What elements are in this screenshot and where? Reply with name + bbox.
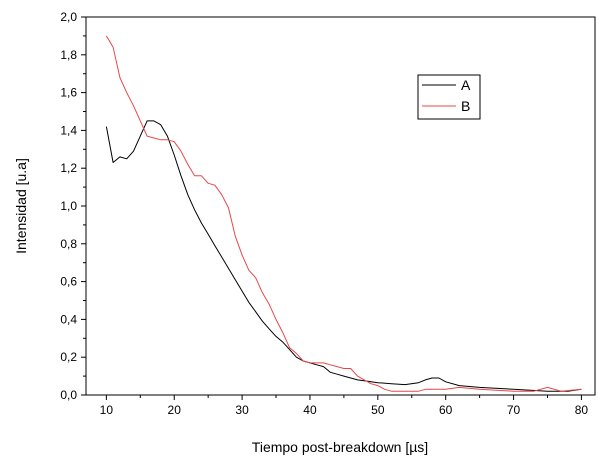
y-tick-label: 0,0 [60, 388, 77, 402]
x-tick-label: 50 [371, 403, 385, 417]
x-tick-label: 80 [575, 403, 589, 417]
x-tick-label: 70 [507, 403, 521, 417]
y-tick-label: 1,0 [60, 199, 77, 213]
y-tick-label: 1,6 [60, 86, 77, 100]
x-tick-label: 60 [439, 403, 453, 417]
y-tick-label: 2,0 [60, 10, 77, 24]
y-tick-label: 1,4 [60, 123, 77, 137]
series-line-a [105, 120, 582, 392]
legend-label-b: B [461, 98, 470, 114]
plot-frame [85, 16, 596, 396]
plot-area [85, 16, 596, 396]
y-tick-label: 0,6 [60, 275, 77, 289]
x-axis: 10 20 30 40 50 60 70 80 [100, 395, 589, 417]
y-tick-label: 1,2 [60, 161, 77, 175]
x-tick-label: 40 [303, 403, 317, 417]
series-layer [105, 35, 582, 392]
x-tick-label: 30 [235, 403, 249, 417]
legend-box [417, 74, 481, 120]
y-axis-title: Intensidad [u.a] [13, 158, 29, 254]
legend: A B [417, 74, 481, 120]
y-tick-label: 0,4 [60, 312, 77, 326]
y-tick-label: 0,2 [60, 350, 77, 364]
series-line-b [105, 35, 582, 392]
x-tick-label: 20 [168, 403, 182, 417]
x-axis-title: Tiempo post-breakdown [µs] [252, 439, 428, 455]
legend-label-a: A [461, 77, 471, 93]
y-axis: 0,0 0,2 0,4 0,6 0,8 1,0 1,2 1,4 1,6 1,8 2,0 [60, 10, 86, 402]
y-tick-label: 1,8 [60, 48, 77, 62]
y-tick-label: 0,8 [60, 237, 77, 251]
x-tick-label: 10 [100, 403, 114, 417]
